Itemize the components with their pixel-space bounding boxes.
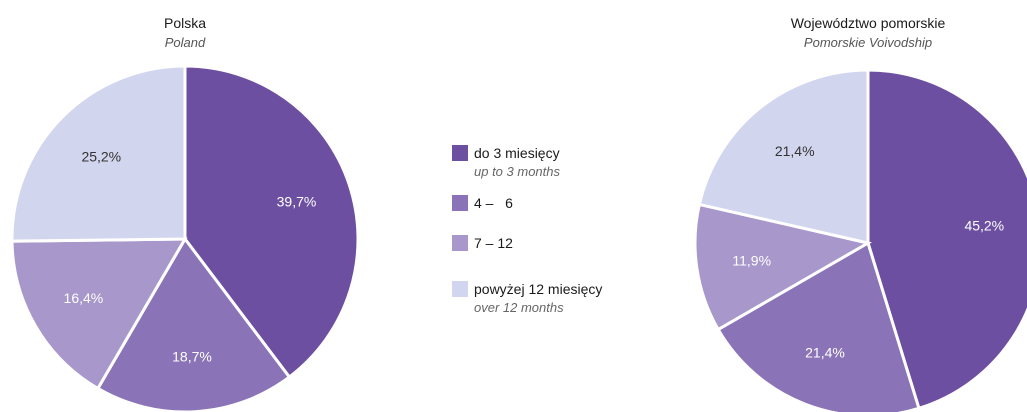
legend-swatch [452,145,468,161]
chart-title: Województwo pomorskie [791,15,946,31]
slice-over-12-months [10,64,187,243]
legend: do 3 miesięcy up to 3 months 4 – 6 7 – 1… [452,145,602,315]
legend-swatch [452,195,468,211]
slice-4-6-months [716,240,921,412]
legend-item-over-12: powyżej 12 miesięcy over 12 months [452,281,602,315]
pie-chart-poland: Polska Poland 39,7% 18,7% 16,4% 25,2% [10,15,360,412]
chart-subtitle: Poland [165,35,206,50]
slice-value-label: 21,4% [775,143,815,159]
slice-value-label: 25,2% [81,148,121,164]
pie-slices [693,68,1027,412]
legend-sublabel: up to 3 months [474,164,560,179]
slice-value-label: 11,9% [732,253,771,269]
slice-over-12-months [697,68,870,245]
legend-sublabel: over 12 months [474,300,564,315]
legend-item-7-12: 7 – 12 [452,235,513,251]
slice-value-label: 16,4% [64,290,104,306]
slice-value-label: 18,7% [172,348,212,364]
slice-7-12-months [10,237,188,391]
pie-slices [10,64,360,412]
slice-up-to-3-months [866,68,1027,411]
slice-value-label: 39,7% [277,194,317,210]
pie-labels: 45,2% 21,4% 11,9% 21,4% [732,143,1004,361]
slice-value-label: 45,2% [964,218,1004,234]
pie-labels: 39,7% 18,7% 16,4% 25,2% [64,148,317,364]
legend-swatch [452,281,468,297]
chart-subtitle: Pomorskie Voivodship [804,35,932,50]
legend-label: do 3 miesięcy [474,145,560,161]
pie-chart-pomorskie: Województwo pomorskie Pomorskie Voivodsh… [693,15,1027,412]
slice-7-12-months [693,202,873,332]
legend-label: 7 – 12 [474,235,513,251]
legend-swatch [452,235,468,251]
legend-label: 4 – 6 [474,195,513,211]
slice-value-label: 21,4% [805,345,845,361]
legend-item-up-to-3: do 3 miesięcy up to 3 months [452,145,560,179]
legend-label: powyżej 12 miesięcy [474,281,602,297]
legend-item-4-6: 4 – 6 [452,195,513,211]
slice-up-to-3-months [183,64,360,380]
chart-title: Polska [164,15,206,31]
